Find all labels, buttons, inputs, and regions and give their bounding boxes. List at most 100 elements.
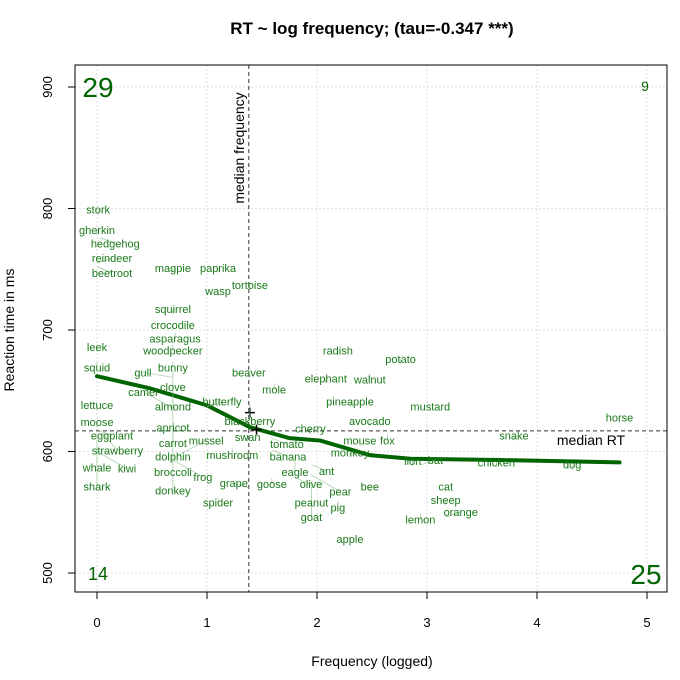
count-bottom-right: 25 (630, 559, 661, 590)
y-tick-label: 800 (40, 198, 55, 220)
point-label: magpie (155, 263, 191, 275)
label-leader (96, 451, 128, 469)
point-label: eggplant (91, 431, 133, 443)
point-label: fox (380, 435, 395, 447)
point-label: bee (361, 482, 379, 494)
point-label: orange (444, 507, 478, 519)
label-leader (172, 459, 204, 478)
point-label: wasp (204, 286, 231, 298)
point-label: crocodile (151, 320, 195, 332)
label-leader (96, 266, 113, 274)
point-label: grape (220, 478, 248, 490)
point-label: gherkin (79, 225, 115, 237)
point-label: avocado (349, 416, 391, 428)
point-label: mussel (189, 435, 224, 447)
point-label: beetroot (92, 268, 132, 280)
label-leader (96, 429, 113, 436)
point-label: shark (84, 482, 111, 494)
point-label: butterfly (202, 397, 242, 409)
point-label: paprika (200, 263, 237, 275)
point-label: woodpecker (142, 346, 203, 358)
point-label: apple (337, 534, 364, 546)
point-label: horse (606, 412, 634, 424)
label-leader (142, 391, 174, 409)
x-tick-label: 5 (643, 615, 650, 630)
y-tick-label: 500 (40, 562, 55, 584)
x-tick-label: 1 (203, 615, 210, 630)
count-bottom-left: 14 (88, 564, 108, 584)
label-leader (420, 459, 436, 466)
label-leaders (96, 209, 620, 544)
label-leader (100, 237, 116, 244)
x-tick-label: 4 (533, 615, 540, 630)
point-label: spider (203, 497, 233, 509)
point-label: reindeer (92, 253, 133, 265)
plot-frame (74, 64, 668, 593)
point-label: frog (193, 472, 212, 484)
point-label: stork (86, 205, 110, 217)
point-label: tomato (270, 439, 304, 451)
point-label: mustard (410, 401, 450, 413)
label-leader (102, 433, 118, 451)
point-label: asparagus (149, 333, 201, 345)
point-label: donkey (155, 485, 191, 497)
point-label: lettuce (81, 400, 113, 412)
x-tick-label: 3 (423, 615, 430, 630)
label-leader (310, 474, 341, 492)
point-label: tortoise (232, 280, 268, 292)
point-label: hedgehog (91, 239, 140, 251)
point-label: ant (319, 466, 334, 478)
count-top-left: 29 (82, 72, 113, 103)
point-label: olive (300, 479, 323, 491)
point-label: elephant (305, 373, 347, 385)
point-label: radish (323, 346, 353, 358)
point-label: whale (82, 462, 112, 474)
count-top-right: 9 (641, 78, 649, 94)
point-label: apricot (156, 422, 189, 434)
axes: 0 1 2 3 4 5 500 600 700 800 900 (40, 76, 651, 630)
point-label: eagle (282, 467, 309, 479)
label-leader (206, 401, 223, 407)
point-label: mole (262, 384, 286, 396)
point-label: cat (438, 482, 453, 494)
median-frequency-label: median frequency (231, 92, 247, 203)
point-label: beaver (232, 367, 266, 379)
point-label: clove (160, 382, 186, 394)
point-label: leek (87, 342, 108, 354)
point-labels: stork gherkin hedgehog reindeer beetroot magp… (79, 205, 633, 546)
label-leader (271, 437, 288, 445)
point-label: lemon (405, 514, 435, 526)
point-label: potato (385, 354, 416, 366)
y-tick-label: 900 (40, 76, 55, 98)
point-label: chicken (478, 457, 515, 469)
point-label: snake (499, 431, 528, 443)
label-leader (311, 464, 327, 472)
label-leader (142, 372, 173, 378)
point-label: bunny (158, 363, 188, 375)
label-leader (272, 450, 289, 457)
label-leader (445, 511, 461, 518)
point-label: broccoli (154, 467, 192, 479)
point-label: dog (563, 460, 581, 472)
point-label: swan (235, 432, 261, 444)
point-label: bat (428, 455, 443, 467)
label-leader (96, 257, 113, 264)
point-label: strawberry (92, 445, 144, 457)
point-label: mushroom (206, 450, 258, 462)
smooth-line (95, 374, 622, 465)
y-tick-label: 700 (40, 319, 55, 341)
point-label: squid (84, 363, 110, 375)
point-label: lion (404, 456, 421, 468)
point-label: dolphin (155, 451, 190, 463)
point-label: goat (301, 512, 322, 524)
point-label: kiwi (118, 464, 136, 476)
point-label: moose (80, 417, 113, 429)
label-leader (176, 440, 207, 457)
point-label: sheep (431, 495, 461, 507)
point-label: pig (331, 502, 346, 514)
point-label: banana (270, 451, 308, 463)
x-tick-label: 0 (93, 615, 100, 630)
grid (75, 65, 667, 592)
point-label: walnut (353, 375, 386, 387)
